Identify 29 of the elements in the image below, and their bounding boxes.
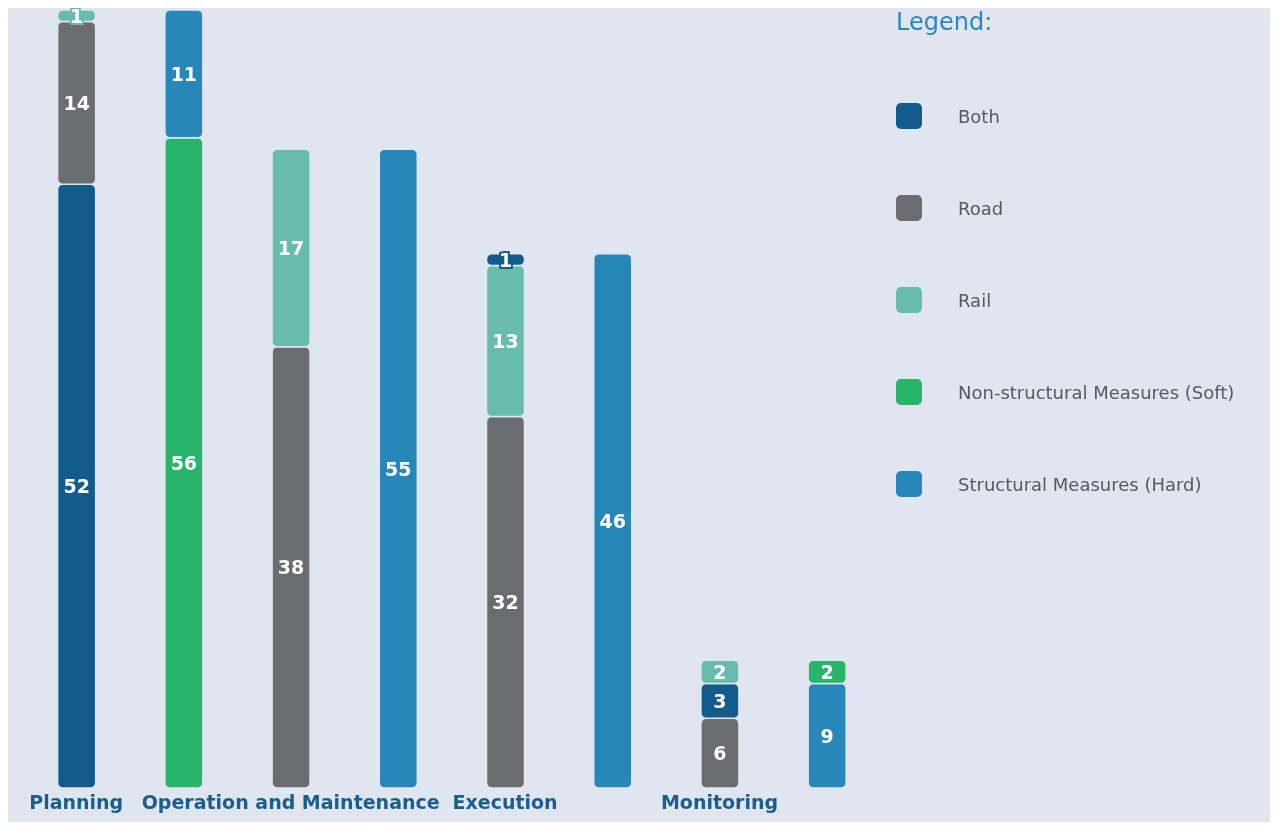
data-label: 52 <box>63 475 90 498</box>
data-label: 11 <box>170 62 198 85</box>
data-label: 38 <box>277 556 305 579</box>
data-label: 3 <box>713 689 727 712</box>
legend-label: Both <box>958 105 1000 127</box>
x-tick-label: Monitoring <box>660 791 779 814</box>
data-label: 1 <box>498 248 513 271</box>
legend-label: Rail <box>958 289 992 311</box>
data-label: 1 <box>70 4 84 27</box>
data-label: 9 <box>820 724 834 747</box>
data-label: 17 <box>277 237 305 260</box>
data-label: 6 <box>713 742 727 765</box>
x-tick-label: Operation and Maintenance <box>141 791 440 814</box>
data-label: 55 <box>385 457 412 480</box>
data-label: 14 <box>63 91 90 114</box>
data-label: 32 <box>492 591 519 614</box>
x-tick-label: Planning <box>29 791 124 814</box>
legend-title: Legend: <box>896 8 994 38</box>
data-label: 2 <box>713 660 727 683</box>
x-tick-label: Execution <box>452 791 558 814</box>
data-label: 56 <box>170 451 198 474</box>
data-label: 13 <box>492 329 519 352</box>
bar <box>378 148 419 788</box>
legend-label: Road <box>958 197 1004 219</box>
data-label: 2 <box>820 660 834 683</box>
data-label: 46 <box>599 509 626 532</box>
legend-label: Non-structural Measures (Soft) <box>958 381 1235 403</box>
bar <box>592 253 633 788</box>
legend-label: Structural Measures (Hard) <box>958 473 1202 495</box>
